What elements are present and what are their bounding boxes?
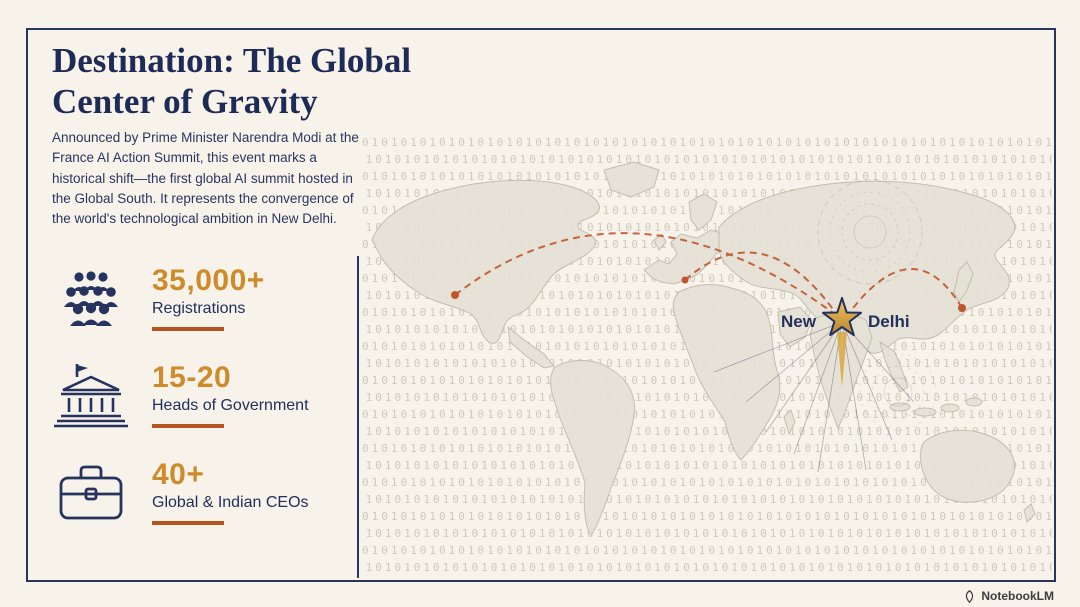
- notebooklm-logo-text: NotebookLM: [981, 589, 1054, 603]
- arc-from-north-america: [454, 232, 837, 316]
- flight-arcs: [454, 232, 963, 316]
- stat-value: 15-20: [152, 361, 232, 394]
- stats-list: 35,000+ Registrations: [50, 264, 309, 525]
- stat-underline: [152, 424, 224, 428]
- stat-value: 40+: [152, 458, 205, 491]
- title-line-2: Center of Gravity: [52, 82, 318, 122]
- stat-text: 15-20 Heads of Government: [152, 361, 309, 428]
- stat-text: 40+ Global & Indian CEOs: [152, 458, 309, 525]
- stat-heads-of-government: 15-20 Heads of Government: [50, 361, 309, 428]
- stat-label: Heads of Government: [152, 397, 309, 414]
- briefcase-icon: [50, 462, 132, 522]
- destination-label-new: New: [781, 312, 817, 331]
- page-title: Destination: The Global Center of Gravit…: [52, 40, 411, 123]
- mandala-decoration: [817, 179, 937, 431]
- destination-label-delhi: Delhi: [868, 312, 910, 331]
- arc-from-east-asia: [849, 268, 963, 313]
- notebooklm-watermark: NotebookLM: [963, 589, 1054, 603]
- stat-label: Global & Indian CEOs: [152, 494, 309, 511]
- stat-underline: [152, 327, 224, 331]
- intro-paragraph: Announced by Prime Minister Narendra Mod…: [52, 130, 359, 226]
- stat-value: 35,000+: [152, 264, 265, 297]
- destination-star-icon: [822, 297, 862, 337]
- notebooklm-logo-icon: [966, 589, 974, 603]
- stat-underline: [152, 521, 224, 525]
- continents: [371, 161, 1036, 536]
- government-building-icon: [50, 362, 132, 428]
- stat-registrations: 35,000+ Registrations: [50, 264, 309, 331]
- crowd-icon: [50, 267, 132, 329]
- world-map-region: 0101010101010101010101010101010101010101…: [358, 30, 1054, 578]
- stat-text: 35,000+ Registrations: [152, 264, 265, 331]
- stat-ceos: 40+ Global & Indian CEOs: [50, 458, 309, 525]
- stat-label: Registrations: [152, 300, 246, 317]
- arc-origin-dots: [451, 276, 966, 312]
- world-map: New Delhi: [371, 161, 1036, 536]
- border-frame: [26, 28, 1056, 582]
- gold-beam: [837, 332, 847, 388]
- vertical-divider: [357, 256, 359, 578]
- title-line-1: Destination: The Global: [52, 41, 412, 80]
